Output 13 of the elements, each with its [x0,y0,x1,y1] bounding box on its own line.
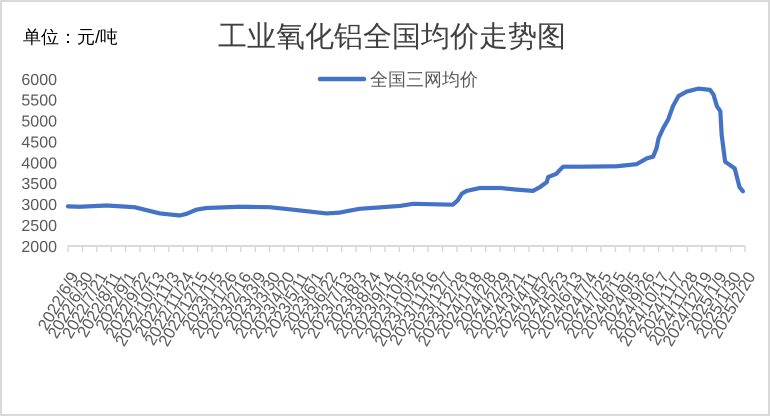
y-tick-label: 6000 [21,72,58,89]
chart-title: 工业氧化铝全国均价走势图 [218,21,566,53]
y-tick-label: 4500 [21,134,58,152]
y-tick-label: 2000 [21,238,58,256]
y-tick-label: 3000 [21,197,58,214]
line-series [66,86,746,218]
y-tick-label: 3500 [21,176,58,194]
y-tick-label: 4000 [21,155,58,172]
y-tick-label: 5000 [21,114,58,131]
legend-label: 全国三网均价 [370,69,478,90]
y-tick-label: 5500 [21,92,58,110]
text: 单位：元/吨 [23,27,118,47]
y-tick-label: 2500 [21,218,58,235]
